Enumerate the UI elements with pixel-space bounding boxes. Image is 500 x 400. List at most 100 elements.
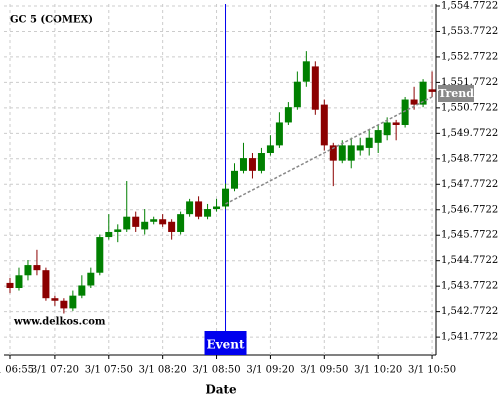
candle-body — [69, 295, 77, 309]
y-tick-label: 1,554.7722 — [441, 0, 498, 11]
y-tick-label: 1,541.7722 — [441, 332, 498, 343]
x-tick-label: 3/1 08:50 — [192, 365, 240, 376]
candle-body — [338, 145, 346, 161]
trend-line — [225, 96, 433, 205]
candle-body — [401, 99, 409, 125]
candle-body — [383, 122, 391, 136]
candle — [33, 249, 41, 276]
candle-body — [195, 201, 203, 217]
candle-body — [105, 231, 113, 238]
candle — [204, 203, 212, 220]
y-tick-label: 1,548.7722 — [441, 153, 498, 164]
candle-body — [347, 145, 355, 161]
candle-body — [222, 188, 230, 207]
candle — [401, 96, 409, 128]
candle — [78, 275, 86, 299]
candle — [419, 79, 427, 108]
y-tick-label: 1,546.7722 — [441, 204, 498, 215]
candle-body — [329, 145, 337, 161]
candle — [105, 214, 113, 240]
candle — [6, 277, 14, 294]
candle-body — [168, 221, 176, 232]
y-tick-label: 1,549.7722 — [441, 128, 498, 139]
candle-body — [293, 81, 301, 108]
candle-body — [275, 122, 283, 146]
candle — [141, 209, 149, 235]
candle-body — [213, 206, 221, 210]
candle-body — [356, 145, 364, 151]
candle-body — [320, 104, 328, 146]
y-tick-label: 1,551.7722 — [441, 77, 498, 88]
candle-body — [33, 265, 41, 271]
x-tick-label: 3/1 10:50 — [408, 365, 456, 376]
y-tick-label: 1,550.7722 — [441, 102, 498, 113]
chart-title: GC 5 (COMEX) — [10, 15, 93, 26]
y-tick-label: 1,545.7722 — [441, 230, 498, 241]
candle-body — [78, 285, 86, 296]
candle — [275, 112, 283, 148]
candle — [114, 224, 122, 243]
candle — [329, 142, 337, 187]
candle-body — [248, 158, 256, 171]
candle — [392, 119, 400, 141]
candle-body — [87, 272, 95, 286]
candle — [186, 198, 194, 217]
candle-body — [159, 219, 167, 225]
event-box — [204, 331, 247, 355]
candle-body — [114, 229, 122, 232]
candle — [222, 183, 230, 210]
candle — [87, 267, 95, 289]
watermark: www.delkos.com — [13, 317, 106, 328]
candle — [239, 142, 247, 174]
y-tick-label: 1,553.7722 — [441, 26, 498, 37]
candle — [132, 211, 140, 232]
x-tick-label: 3/1 10:20 — [354, 365, 402, 376]
candle-body — [60, 300, 68, 309]
candle-body — [186, 201, 194, 215]
candle-body — [266, 145, 274, 154]
trend-label: Trend — [438, 87, 474, 100]
candle — [383, 117, 391, 141]
candle — [311, 61, 319, 115]
x-tick-label: 3/1 09:50 — [300, 365, 348, 376]
y-tick-label: 1,552.7722 — [441, 51, 498, 62]
candle-body — [365, 137, 373, 148]
candle-body — [284, 107, 292, 123]
candle-body — [374, 130, 382, 143]
candle-body — [132, 216, 140, 227]
candle-body — [123, 216, 131, 230]
candle — [257, 147, 265, 174]
candle — [51, 295, 59, 306]
candle — [302, 51, 310, 87]
y-tick-label: 1,543.7722 — [441, 281, 498, 292]
candle — [428, 71, 436, 97]
candle — [15, 267, 23, 291]
candle — [374, 124, 382, 154]
x-tick-label: 3/1 08:20 — [139, 365, 187, 376]
x-tick-label: 3/1 09:20 — [246, 365, 294, 376]
candle — [159, 214, 167, 227]
candle-body — [24, 265, 32, 276]
candle-body — [177, 214, 185, 232]
y-tick-label: 1,542.7722 — [441, 306, 498, 317]
candle — [231, 163, 238, 192]
y-tick-label: 1,547.7722 — [441, 179, 498, 190]
candle — [213, 198, 221, 212]
candle — [150, 216, 158, 225]
candle — [168, 219, 176, 240]
y-tick-label: 1,544.7722 — [441, 255, 498, 266]
candle — [365, 130, 373, 156]
candle — [69, 290, 77, 311]
candle-body — [15, 275, 23, 289]
trend-box — [438, 85, 474, 102]
candle-body — [51, 298, 59, 301]
candle — [123, 181, 131, 232]
candle — [24, 259, 32, 281]
candle-body — [42, 270, 50, 299]
candle — [42, 267, 50, 301]
candle — [347, 137, 355, 169]
candle-body — [239, 158, 247, 171]
candle-body — [311, 66, 319, 110]
candle-body — [428, 89, 436, 92]
